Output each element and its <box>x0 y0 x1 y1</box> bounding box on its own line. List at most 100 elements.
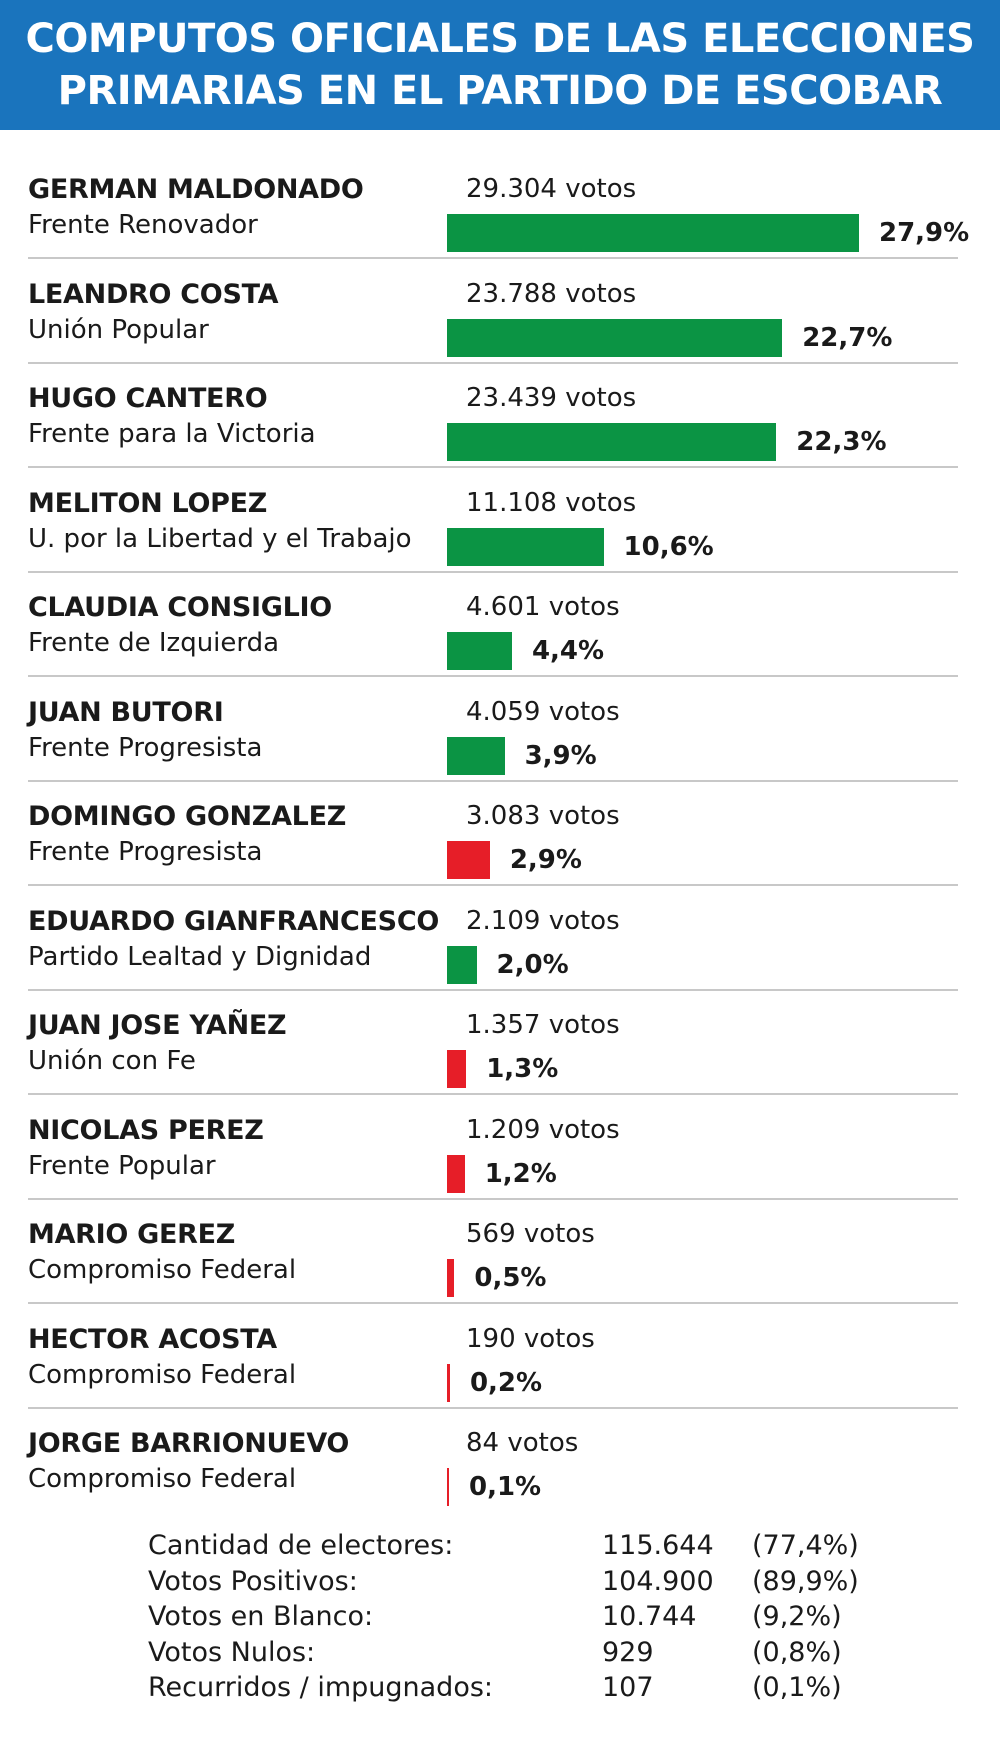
candidate-row: GERMAN MALDONADO Frente Renovador 29.304 v… <box>0 160 1000 264</box>
candidate-name: MELITON LOPEZ <box>28 487 268 519</box>
candidate-pct: 22,3% <box>796 427 887 457</box>
candidate-votes: 569 votos <box>466 1219 595 1249</box>
candidate-bar <box>447 1259 455 1297</box>
candidate-row: CLAUDIA CONSIGLIO Frente de Izquierda 4.60… <box>0 578 1000 682</box>
candidate-bar <box>447 423 777 461</box>
candidate-bar <box>447 527 604 566</box>
candidate-bar <box>447 214 859 252</box>
row-divider <box>28 257 958 259</box>
candidate-pct: 22,7% <box>802 322 893 353</box>
candidate-party: Compromiso Federal <box>28 1359 297 1390</box>
summary-label: Recurridos / impugnados: <box>148 1672 494 1703</box>
row-divider <box>28 1197 958 1200</box>
candidate-name: DOMINGO GONZALEZ <box>28 801 347 832</box>
candidate-votes: 11.108 votos <box>466 487 637 518</box>
summary-pct: (77,4%) <box>752 1530 859 1561</box>
candidate-votes: 1.209 votos <box>466 1114 620 1145</box>
candidate-party: Frente para la Victoria <box>28 419 316 449</box>
candidate-bar <box>447 318 783 357</box>
summary-value: 929 <box>602 1636 654 1668</box>
summary-label: Votos en Blanco: <box>148 1601 374 1632</box>
summary-row: Votos en Blanco: 10.744 (9,2%) <box>148 1601 868 1637</box>
candidate-bar <box>447 1468 449 1506</box>
candidate-votes: 23.439 votos <box>466 383 637 413</box>
candidate-pct: 0,1% <box>469 1472 542 1502</box>
candidate-pct: 27,9% <box>879 218 970 248</box>
candidate-party: Frente Progresista <box>28 837 263 867</box>
candidate-name: HUGO CANTERO <box>28 383 268 414</box>
row-divider <box>28 466 958 468</box>
candidate-votes: 2.109 votos <box>466 905 620 936</box>
candidate-row: HUGO CANTERO Frente para la Victoria 23.43… <box>0 369 1000 473</box>
candidate-bar <box>447 1050 467 1088</box>
summary-pct: (89,9%) <box>752 1565 859 1597</box>
candidate-pct: 4,4% <box>531 636 605 666</box>
row-divider <box>28 361 958 364</box>
candidate-name: CLAUDIA CONSIGLIO <box>28 592 332 623</box>
candidate-pct: 0,5% <box>474 1263 547 1293</box>
candidate-party: Unión con Fe <box>28 1046 196 1076</box>
header-banner: COMPUTOS OFICIALES DE LAS ELECCIONES PRI… <box>0 0 1000 130</box>
summary-label: Votos Positivos: <box>148 1565 358 1597</box>
candidate-pct: 2,0% <box>496 949 569 980</box>
row-divider <box>28 675 958 677</box>
summary-label: Votos Nulos: <box>148 1636 316 1668</box>
candidate-votes: 23.788 votos <box>466 278 637 309</box>
row-divider <box>28 1302 958 1304</box>
row-divider <box>28 1093 958 1095</box>
candidate-name: HECTOR ACOSTA <box>28 1323 277 1355</box>
candidate-row: HECTOR ACOSTA Compromiso Federal 190 votos… <box>0 1310 1000 1414</box>
row-divider <box>28 570 958 573</box>
candidate-pct: 2,9% <box>509 845 582 875</box>
candidate-party: Frente de Izquierda <box>28 628 280 658</box>
candidate-votes: 4.601 votos <box>466 592 620 622</box>
candidate-name: JUAN JOSE YAÑEZ <box>28 1010 287 1041</box>
candidate-name: EDUARDO GIANFRANCESCO <box>28 905 440 937</box>
summary-value: 115.644 <box>602 1530 714 1561</box>
candidate-bar <box>447 945 477 984</box>
row-divider <box>28 779 958 782</box>
candidate-name: MARIO GEREZ <box>28 1219 236 1250</box>
summary-value: 10.744 <box>602 1601 697 1632</box>
candidate-pct: 0,2% <box>469 1367 543 1398</box>
summary-row: Votos Positivos: 104.900 (89,9%) <box>148 1566 868 1602</box>
candidate-name: GERMAN MALDONADO <box>28 174 364 205</box>
candidate-bar <box>447 1154 465 1193</box>
row-divider <box>28 1406 958 1409</box>
candidate-pct: 10,6% <box>623 531 714 562</box>
candidate-party: Partido Lealtad y Dignidad <box>28 941 372 972</box>
candidate-votes: 29.304 votos <box>466 174 637 204</box>
summary-row: Votos Nulos: 929 (0,8%) <box>148 1637 868 1673</box>
candidate-votes: 3.083 votos <box>466 801 620 831</box>
candidate-row: JORGE BARRIONUEVO Compromiso Federal 84 vo… <box>0 1414 1000 1518</box>
candidate-party: Frente Renovador <box>28 210 258 240</box>
candidate-party: Frente Progresista <box>28 732 263 763</box>
title-line-2: PRIMARIAS EN EL PARTIDO DE ESCOBAR <box>57 68 943 114</box>
candidate-name: NICOLAS PEREZ <box>28 1114 264 1146</box>
summary-pct: (9,2%) <box>752 1601 842 1632</box>
candidate-row: NICOLAS PEREZ Frente Popular 1.209 votos 1,… <box>0 1101 1000 1205</box>
summary-label: Cantidad de electores: <box>148 1530 454 1561</box>
candidate-row: JUAN JOSE YAÑEZ Unión con Fe 1.357 votos 1,… <box>0 996 1000 1100</box>
candidate-row: LEANDRO COSTA Unión Popular 23.788 votos 22… <box>0 265 1000 369</box>
candidate-name: LEANDRO COSTA <box>28 278 279 310</box>
title-line-1: COMPUTOS OFICIALES DE LAS ELECCIONES <box>25 16 975 62</box>
candidate-row: MELITON LOPEZ U. por la Libertad y el Tra… <box>0 474 1000 578</box>
candidate-row: JUAN BUTORI Frente Progresista 4.059 votos… <box>0 683 1000 787</box>
candidate-name: JUAN BUTORI <box>28 696 224 728</box>
candidate-row: EDUARDO GIANFRANCESCO Partido Lealtad y D… <box>0 892 1000 996</box>
candidate-row: DOMINGO GONZALEZ Frente Progresista 3.083 … <box>0 787 1000 891</box>
candidate-row: MARIO GEREZ Compromiso Federal 569 votos 0,… <box>0 1205 1000 1309</box>
summary-pct: (0,1%) <box>752 1672 842 1703</box>
candidate-votes: 190 votos <box>466 1323 595 1354</box>
candidate-party: Unión Popular <box>28 314 209 345</box>
candidate-party: Compromiso Federal <box>28 1255 297 1285</box>
candidate-pct: 3,9% <box>524 740 597 771</box>
summary-pct: (0,8%) <box>752 1636 842 1668</box>
candidate-party: Frente Popular <box>28 1150 216 1181</box>
candidate-pct: 1,3% <box>486 1054 559 1084</box>
candidate-bar <box>447 1363 450 1402</box>
candidate-party: Compromiso Federal <box>28 1464 297 1494</box>
candidate-pct: 1,2% <box>484 1158 557 1189</box>
summary-row: Cantidad de electores: 115.644 (77,4%) <box>148 1530 868 1566</box>
